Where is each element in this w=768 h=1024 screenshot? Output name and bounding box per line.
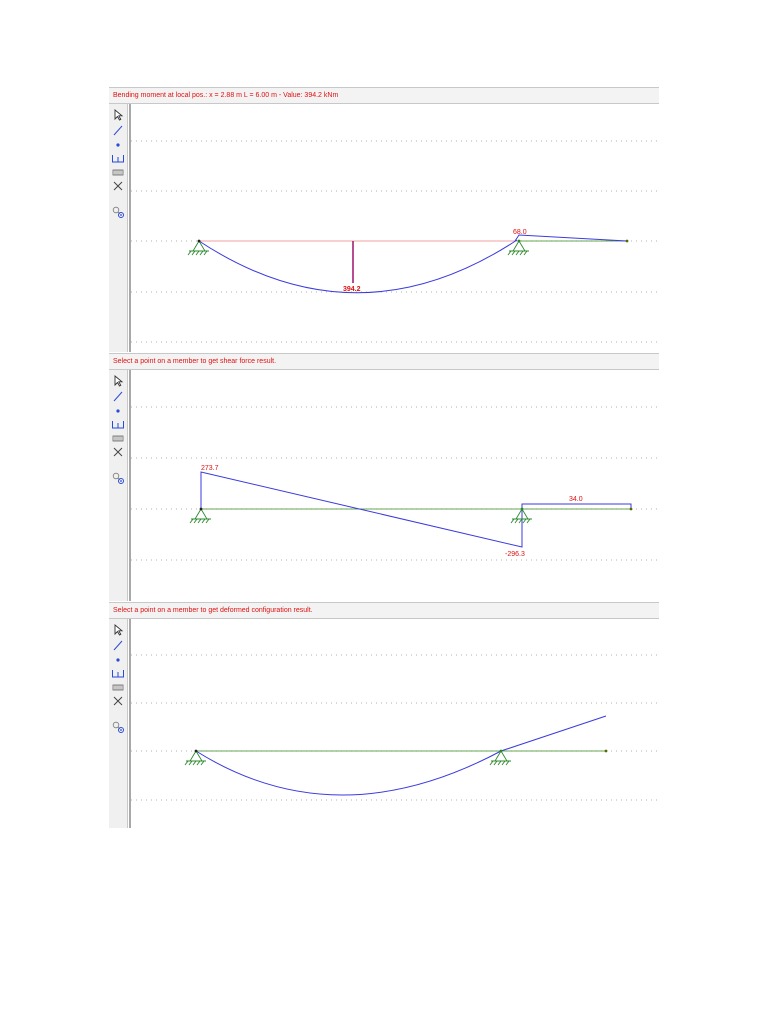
result-probe-icon[interactable]	[111, 471, 125, 485]
node-right	[604, 749, 608, 753]
node-left	[194, 749, 198, 753]
line-member-icon[interactable]	[111, 123, 125, 137]
shear-status-bar: Select a point on a member to get shear …	[109, 353, 659, 370]
support-left	[187, 240, 209, 256]
node-middle	[517, 239, 521, 243]
support-icon[interactable]	[111, 151, 125, 165]
moment-divider	[129, 104, 131, 352]
support-icon[interactable]	[111, 666, 125, 680]
delete-icon[interactable]	[111, 694, 125, 708]
select-pointer-icon[interactable]	[111, 623, 125, 637]
moment-diagram-canvas[interactable]: 68.0 394.2	[131, 104, 659, 352]
shear-overhang	[521, 503, 632, 509]
moment-curve	[198, 239, 518, 294]
deflection-divider	[129, 619, 131, 828]
moment-support-label: 68.0	[513, 229, 527, 236]
moment-status-bar: Bending moment at local pos.: x = 2.88 m…	[109, 87, 659, 104]
support-left	[189, 508, 211, 524]
support-icon[interactable]	[111, 417, 125, 431]
load-icon[interactable]	[111, 165, 125, 179]
load-icon[interactable]	[111, 680, 125, 694]
load-icon[interactable]	[111, 431, 125, 445]
node-left	[199, 507, 203, 511]
deflection-status-bar: Select a point on a member to get deform…	[109, 602, 659, 619]
shear-curve	[200, 471, 523, 548]
deflection-diagram-canvas[interactable]	[131, 619, 659, 828]
moment-toolbar	[109, 104, 128, 352]
shear-overhang-label: 34.0	[569, 496, 583, 503]
select-pointer-icon[interactable]	[111, 374, 125, 388]
node-middle	[499, 749, 503, 753]
support-left	[184, 750, 206, 766]
node-point-icon[interactable]	[111, 403, 125, 417]
select-pointer-icon[interactable]	[111, 108, 125, 122]
moment-panel: Bending moment at local pos.: x = 2.88 m…	[109, 87, 659, 352]
shear-support-label: -296.3	[505, 551, 525, 558]
deflected-shape	[195, 715, 607, 796]
result-probe-icon[interactable]	[111, 205, 125, 219]
support-right	[489, 750, 511, 766]
moment-max-label: 394.2	[343, 286, 361, 293]
deflection-panel: Select a point on a member to get deform…	[109, 602, 659, 828]
result-probe-icon[interactable]	[111, 720, 125, 734]
shear-left-label: 273.7	[201, 465, 219, 472]
shear-diagram-canvas[interactable]: 273.7 -296.3 34.0	[131, 370, 659, 601]
node-middle	[520, 507, 524, 511]
line-member-icon[interactable]	[111, 638, 125, 652]
shear-divider	[129, 370, 131, 601]
node-right	[625, 239, 629, 243]
delete-icon[interactable]	[111, 445, 125, 459]
node-point-icon[interactable]	[111, 137, 125, 151]
support-right	[510, 508, 532, 524]
node-left	[197, 239, 201, 243]
node-right	[629, 507, 633, 511]
deflection-toolbar	[109, 619, 128, 828]
shear-panel: Select a point on a member to get shear …	[109, 353, 659, 601]
delete-icon[interactable]	[111, 179, 125, 193]
line-member-icon[interactable]	[111, 389, 125, 403]
shear-toolbar	[109, 370, 128, 601]
moment-hogging	[514, 234, 628, 242]
support-right	[507, 240, 529, 256]
node-point-icon[interactable]	[111, 652, 125, 666]
